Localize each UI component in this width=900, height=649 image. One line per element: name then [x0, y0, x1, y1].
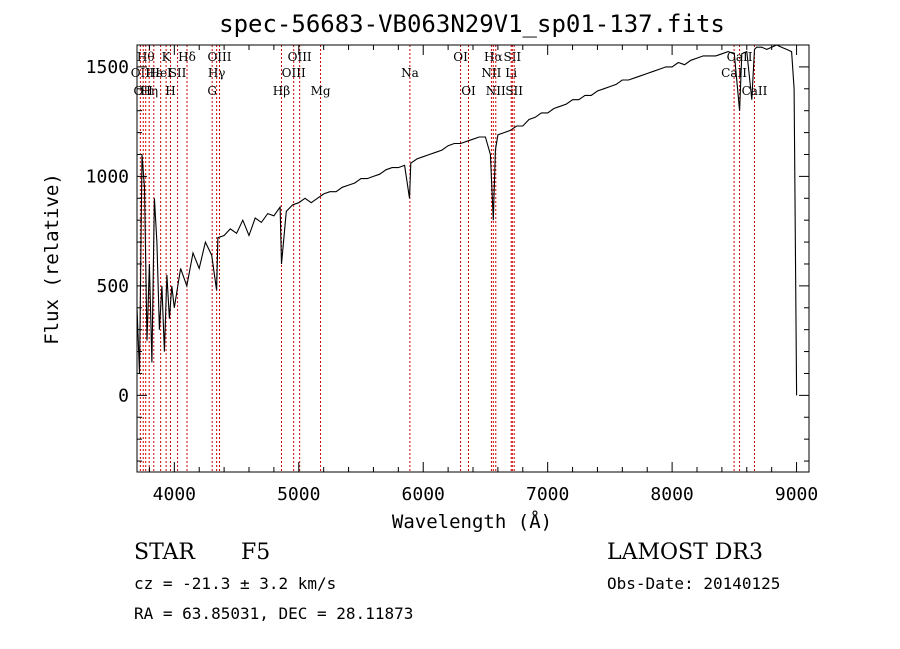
spectral-line-label: Hδ	[178, 50, 196, 64]
spectral-line-label: OII	[134, 84, 154, 98]
spectral-line-label: CaII	[742, 84, 768, 98]
y-tick-label: 500	[96, 276, 129, 297]
object-class: STAR	[134, 540, 195, 565]
x-tick-label: 8000	[650, 484, 693, 505]
spectral-line-label: NII	[486, 84, 506, 98]
spectral-line-label: SII	[503, 50, 521, 64]
y-tick-label: 0	[118, 385, 129, 406]
x-tick-label: 9000	[775, 484, 818, 505]
spectral-line-label: Hθ	[137, 50, 155, 64]
spectral-line-label: K	[162, 50, 172, 64]
x-tick-label: 7000	[526, 484, 569, 505]
x-tick-label: 6000	[402, 484, 445, 505]
spectral-line-label: Hε	[145, 66, 162, 80]
spectral-line-label: Hη	[140, 84, 158, 98]
spectral-line-label: CaII	[721, 66, 747, 80]
spectral-line-label: OIII	[288, 50, 312, 64]
survey-name: LAMOST DR3	[607, 540, 763, 565]
observation-date: Obs-Date: 20140125	[607, 574, 781, 593]
spectral-line-label: Hα	[484, 50, 503, 64]
spectral-line-label: Li	[505, 66, 517, 80]
spectrum-series-line	[136, 44, 798, 396]
y-axis-label: Flux (relative)	[41, 173, 63, 345]
redshift-cz: cz = -21.3 ± 3.2 km/s	[134, 574, 337, 593]
spectral-line-label: OI	[461, 84, 476, 98]
y-tick-label: 1500	[86, 57, 129, 78]
y-tick-label: 1000	[86, 166, 129, 187]
x-tick-label: 5000	[277, 484, 320, 505]
spectral-line-label: SII	[169, 66, 187, 80]
spectral-line-label: Na	[401, 66, 419, 80]
x-axis-label: Wavelength (Å)	[392, 510, 552, 533]
spectral-line-label: OI	[453, 50, 468, 64]
spectral-line-label: Hβ	[273, 84, 290, 98]
spectral-line-label: Hγ	[208, 66, 226, 80]
object-subclass: F5	[241, 540, 271, 565]
ra-dec: RA = 63.85031, DEC = 28.11873	[134, 604, 414, 623]
spectral-line-label: G	[207, 84, 217, 98]
spectral-line-label: SII	[505, 84, 523, 98]
plot-frame	[136, 44, 810, 473]
spectral-line-label: Mg	[311, 84, 331, 98]
spectral-line-markers: OIIOIIHθHηHεHeIKHSIIHδGHγOIIIHβOIIIOIIIM…	[131, 45, 768, 472]
x-tick-label: 4000	[153, 484, 196, 505]
spectral-line-label: NII	[481, 66, 501, 80]
axis-ticks: 4000 5000 6000 7000 8000 9000 0 500 1000 1500	[86, 44, 818, 505]
spectral-line-label: H	[165, 84, 175, 98]
spectral-line-label: OIII	[207, 50, 231, 64]
chart-title: spec-56683-VB063N29V1_sp01-137.fits	[219, 10, 725, 38]
spectral-line-label: OIII	[282, 66, 306, 80]
